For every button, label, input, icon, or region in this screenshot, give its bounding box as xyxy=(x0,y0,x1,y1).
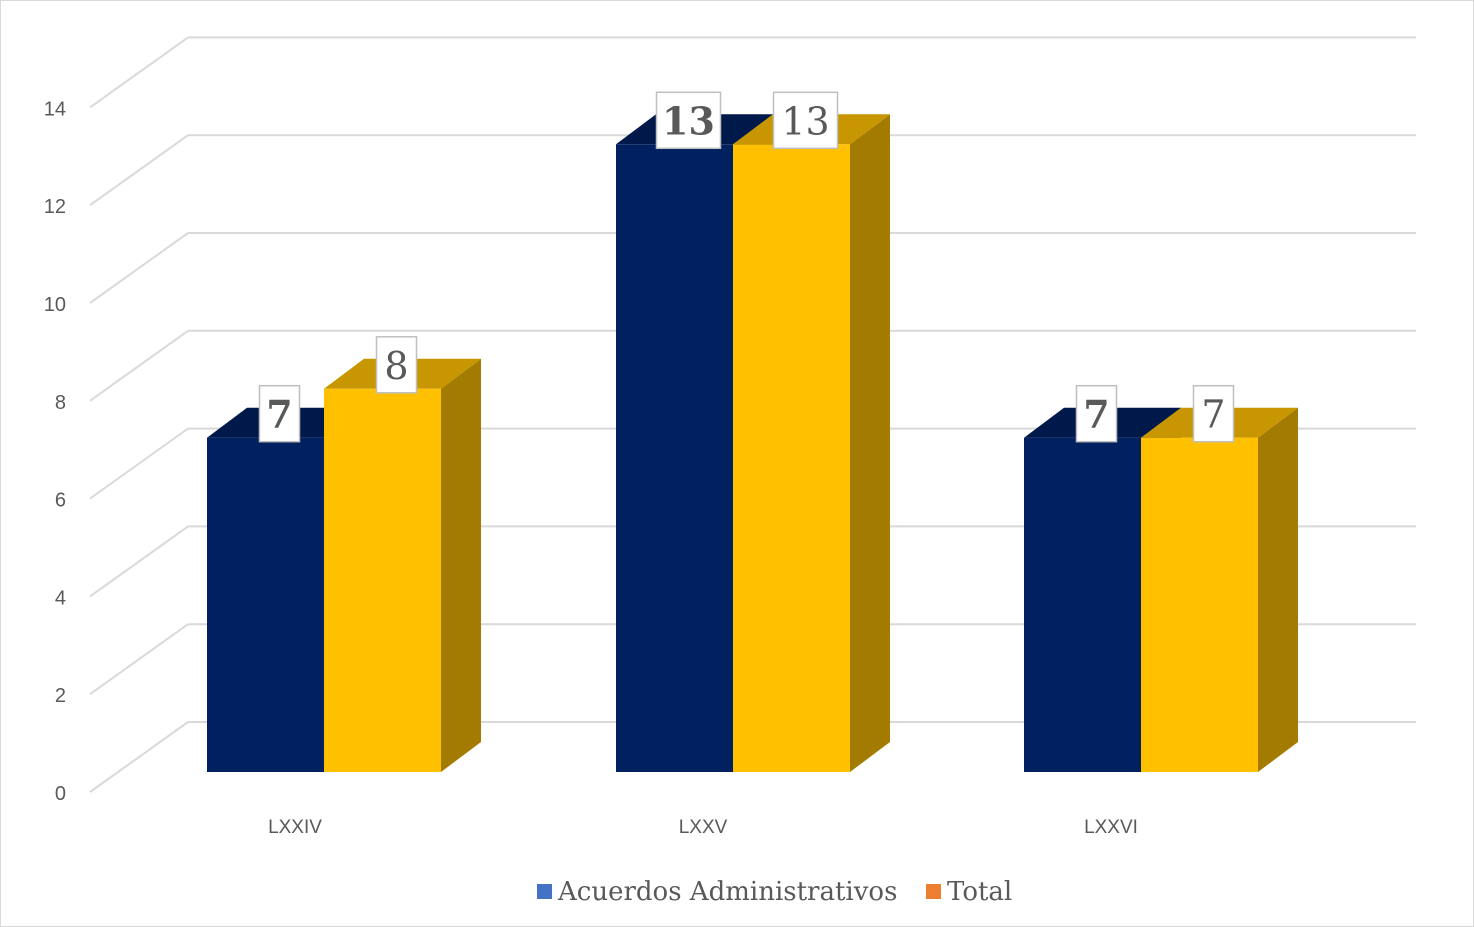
bar-total-lxxv xyxy=(733,144,850,772)
gridline-side xyxy=(90,37,188,107)
legend: Acuerdos Administrativos Total xyxy=(537,877,1012,907)
gridline-side xyxy=(90,526,188,596)
x-axis: LXXIV LXXV LXXVI xyxy=(268,817,1138,838)
bar-acuerdos-administrativos-lxxvi xyxy=(1024,438,1141,772)
gridline-side xyxy=(90,135,188,205)
bar-acuerdos-administrativos-lxxiv xyxy=(207,438,324,772)
y-tick-label: 6 xyxy=(55,490,66,512)
legend-label: Total xyxy=(947,877,1012,907)
bar-side xyxy=(1258,408,1298,772)
gridline-side xyxy=(90,331,188,401)
gridline-side xyxy=(90,624,188,694)
data-label: 7 xyxy=(1201,393,1225,437)
gridline-side xyxy=(90,429,188,499)
gridline-side xyxy=(90,233,188,303)
data-label: 7 xyxy=(1083,392,1109,437)
data-label: 8 xyxy=(384,344,408,388)
y-axis: 0 2 4 6 8 10 12 14 xyxy=(44,98,66,805)
data-label: 13 xyxy=(781,99,829,143)
x-tick-label: LXXV xyxy=(679,817,728,838)
data-label: 7 xyxy=(266,392,292,437)
y-tick-label: 10 xyxy=(44,294,66,316)
data-label: 13 xyxy=(662,98,715,143)
y-tick-label: 12 xyxy=(44,196,66,218)
y-tick-label: 8 xyxy=(55,392,66,414)
x-tick-label: LXXVI xyxy=(1084,817,1138,838)
legend-swatch xyxy=(926,884,941,899)
bar-total-lxxvi xyxy=(1141,438,1258,772)
bar-side xyxy=(850,114,890,772)
gridline-side xyxy=(90,722,188,792)
legend-label: Acuerdos Administrativos xyxy=(557,877,897,907)
bar-acuerdos-administrativos-lxxv xyxy=(616,144,733,772)
y-tick-label: 0 xyxy=(55,783,66,805)
y-tick-label: 4 xyxy=(55,587,66,609)
y-tick-label: 2 xyxy=(55,685,66,707)
bar-side xyxy=(441,359,481,772)
legend-swatch xyxy=(537,884,552,899)
bar-total-lxxiv xyxy=(324,389,441,772)
y-tick-label: 14 xyxy=(44,98,66,120)
bars xyxy=(207,114,1298,772)
x-tick-label: LXXIV xyxy=(268,817,322,838)
